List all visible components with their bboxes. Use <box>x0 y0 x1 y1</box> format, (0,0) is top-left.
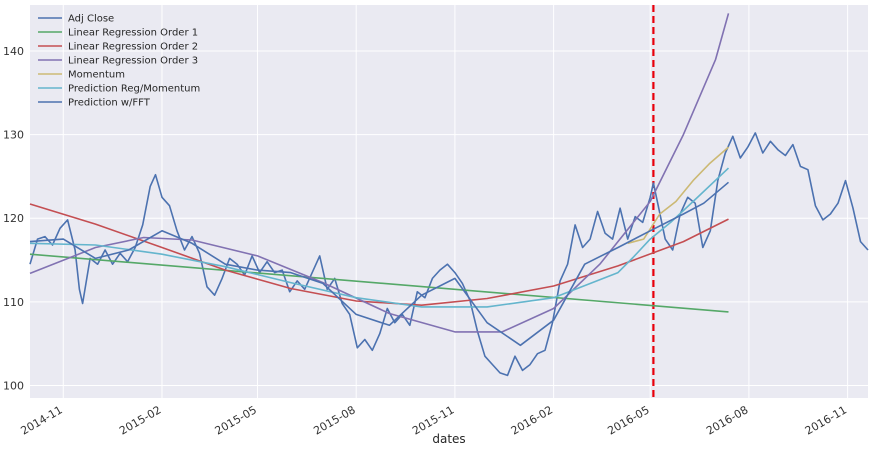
legend-label: Linear Regression Order 2 <box>68 42 198 53</box>
y-tick-labels: 100 110 120 130 140 <box>3 45 24 392</box>
y-tick-label: 110 <box>3 296 24 309</box>
x-tick-label: 2016-02 <box>509 403 555 437</box>
series-line-5 <box>627 146 730 245</box>
x-tick-label: 2016-08 <box>704 403 750 437</box>
x-axis-title: dates <box>432 432 465 446</box>
legend-label: Linear Regression Order 3 <box>68 56 198 67</box>
series-line-7 <box>29 181 730 347</box>
legend-label: Adj Close <box>68 14 114 25</box>
x-tick-label: 2015-02 <box>117 403 163 437</box>
series-line-4 <box>29 13 730 333</box>
x-tick-label: 2015-05 <box>213 403 259 437</box>
x-tick-label: 2015-08 <box>311 403 357 437</box>
x-tick-label: 2016-11 <box>803 403 849 437</box>
y-tick-label: 120 <box>3 212 24 225</box>
y-tick-label: 100 <box>3 379 24 392</box>
y-tick-label: 140 <box>3 45 24 58</box>
x-tick-label: 2016-05 <box>605 403 651 437</box>
series-line-2 <box>29 253 729 313</box>
legend-label: Prediction Reg/Momentum <box>68 84 200 95</box>
series-layer <box>29 13 869 377</box>
legend-label: Prediction w/FFT <box>68 98 151 109</box>
legend-label: Momentum <box>68 70 125 81</box>
y-tick-label: 130 <box>3 129 24 142</box>
plot-background <box>30 5 868 398</box>
legend-label: Linear Regression Order 1 <box>68 28 198 39</box>
series-line-6 <box>29 167 730 308</box>
series-line-1 <box>29 132 869 377</box>
legend: Adj Close Linear Regression Order 1 Linear… <box>38 14 200 109</box>
x-tick-label: 2014-11 <box>18 403 64 437</box>
